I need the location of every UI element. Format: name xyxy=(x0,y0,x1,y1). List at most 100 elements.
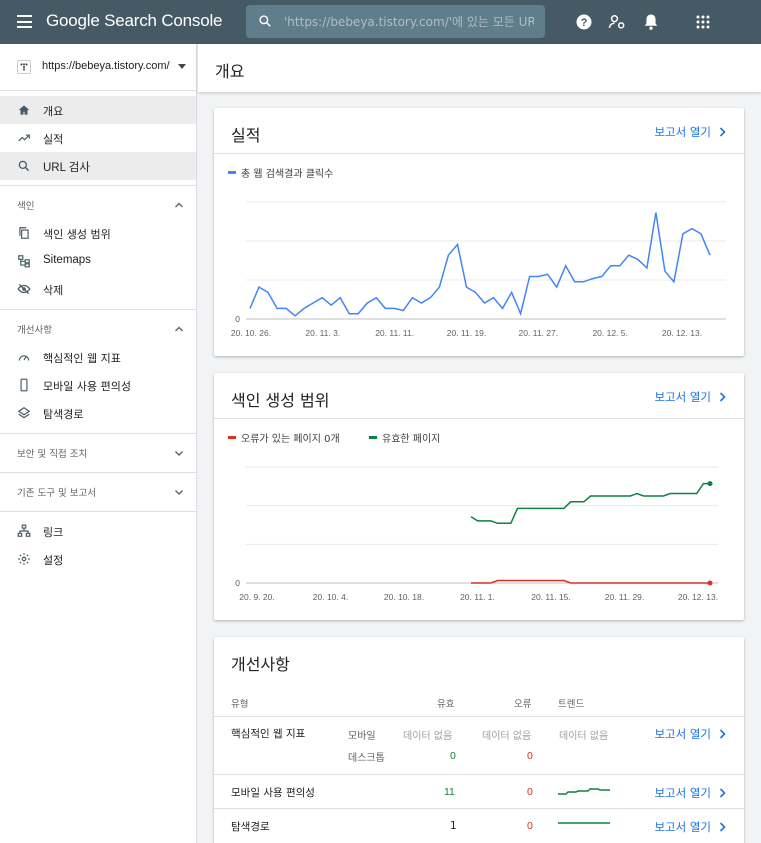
nav-coverage-label: 색인 생성 범위 xyxy=(43,228,111,241)
notifications-icon[interactable] xyxy=(641,12,661,32)
nav-url-inspection-label: URL 검사 xyxy=(43,162,90,174)
col-header-error: 오류 xyxy=(514,699,532,710)
section-index[interactable]: 색인 xyxy=(0,193,196,217)
divider xyxy=(0,185,196,186)
nav-core-web-vitals[interactable]: 핵심적인 웹 지표 xyxy=(0,343,196,371)
legend-valid[interactable]: 유효한 페이지 xyxy=(369,430,440,445)
row-valid: 1 xyxy=(450,820,457,832)
x-tick-label: 20. 10. 26. xyxy=(231,328,271,338)
layers-icon xyxy=(17,407,31,419)
search-icon xyxy=(259,15,271,27)
apps-grid-icon[interactable] xyxy=(693,12,713,32)
trend-sparkline xyxy=(558,788,610,795)
col-header-type: 유형 xyxy=(231,699,249,710)
legend-error[interactable]: 오류가 있는 페이지 0개 xyxy=(228,430,340,445)
legend-swatch xyxy=(369,436,377,439)
site-favicon xyxy=(17,60,31,74)
chevron-right-icon xyxy=(719,788,726,798)
menu-icon[interactable] xyxy=(17,15,32,28)
coverage-chart: 0 20. 9. 20. 20. 10. 4. 20. 10. 18. 20. 11. … xyxy=(235,466,718,602)
nav-mobile-usability-label: 모바일 사용 편의성 xyxy=(43,380,131,393)
col-header-valid: 유효 xyxy=(437,699,455,710)
chart-legend[interactable]: 총 웹 검색결과 클릭수 xyxy=(228,165,333,180)
section-enhancements[interactable]: 개선사항 xyxy=(0,317,196,341)
row-valid: 11 xyxy=(444,786,455,798)
row-device: 모바일 xyxy=(348,731,376,742)
nav-breadcrumbs[interactable]: 탐색경로 xyxy=(0,399,196,427)
y-tick-label: 0 xyxy=(235,314,240,324)
card-title: 개선사항 xyxy=(231,655,290,674)
chevron-right-icon xyxy=(719,822,726,832)
divider xyxy=(214,774,744,775)
x-tick-label: 20. 11. 11. xyxy=(375,328,414,338)
x-tick-label: 20. 9. 20. xyxy=(239,592,274,602)
gear-icon xyxy=(18,553,30,565)
chevron-down-icon xyxy=(175,490,183,495)
open-report-link[interactable]: 보고서 열기 xyxy=(654,819,726,835)
nav-mobile-usability[interactable]: 모바일 사용 편의성 xyxy=(0,371,196,399)
links-icon xyxy=(17,524,31,537)
divider xyxy=(0,433,196,434)
row-device: 데스크톱 xyxy=(348,753,385,764)
legend-label: 유효한 페이지 xyxy=(382,434,441,445)
nav-removals[interactable]: 삭제 xyxy=(0,275,196,303)
nav-settings[interactable]: 설정 xyxy=(0,545,196,573)
section-legacy-tools[interactable]: 기존 도구 및 보고서 xyxy=(0,480,196,504)
series-line[interactable] xyxy=(249,212,711,317)
legend-swatch xyxy=(228,436,236,439)
section-index-label: 색인 xyxy=(17,201,35,212)
legend-swatch xyxy=(228,171,236,174)
url-inspect-search[interactable] xyxy=(246,5,545,38)
divider xyxy=(214,716,744,717)
x-tick-label: 20. 11. 29. xyxy=(605,592,645,602)
row-type: 핵심적인 웹 지표 xyxy=(231,728,306,740)
section-security[interactable]: 보안 및 직접 조치 xyxy=(0,441,196,465)
property-selector[interactable]: https://bebeya.tistory.com/ xyxy=(0,44,197,91)
nav-url-inspection[interactable]: URL 검사 xyxy=(0,152,196,180)
x-tick-label: 20. 12. 5. xyxy=(592,328,627,338)
row-valid: 데이터 없음 xyxy=(403,731,453,742)
search-input[interactable] xyxy=(284,12,534,32)
nav-coverage[interactable]: 색인 생성 범위 xyxy=(0,219,196,247)
nav-overview[interactable]: 개요 xyxy=(0,96,196,124)
series-end-point xyxy=(707,580,713,586)
open-report-link[interactable]: 보고서 열기 xyxy=(654,389,726,405)
performance-chart: 0 20. 10. 26. 20. 11. 3. 20. 11. 11. 20. 11.… xyxy=(231,201,726,338)
svg-text:?: ? xyxy=(581,17,588,29)
x-tick-label: 20. 10. 4. xyxy=(313,592,348,602)
card-title: 실적 xyxy=(231,126,261,145)
sitemap-icon xyxy=(18,255,30,268)
x-tick-label: 20. 11. 15. xyxy=(531,592,571,602)
divider xyxy=(0,309,196,310)
x-tick-label: 20. 11. 19. xyxy=(447,328,487,338)
nav-sitemaps[interactable]: Sitemaps xyxy=(0,247,196,275)
open-report-link[interactable]: 보고서 열기 xyxy=(654,785,726,801)
chevron-right-icon xyxy=(719,392,726,402)
section-legacy-tools-label: 기존 도구 및 보고서 xyxy=(17,488,96,499)
page-header: 개요 xyxy=(198,44,761,92)
row-error: 데이터 없음 xyxy=(482,731,532,742)
x-tick-label: 20. 12. 13. xyxy=(662,328,702,338)
series-line[interactable] xyxy=(471,579,710,584)
chevron-up-icon xyxy=(175,326,183,332)
sidebar: https://bebeya.tistory.com/ 개요 실적 URL 검사… xyxy=(0,44,197,843)
open-report-label: 보고서 열기 xyxy=(654,786,711,800)
nav-overview-label: 개요 xyxy=(43,105,64,118)
manage-users-icon[interactable] xyxy=(607,12,627,32)
chevron-down-icon xyxy=(175,451,183,456)
chevron-right-icon xyxy=(719,729,726,739)
open-report-link[interactable]: 보고서 열기 xyxy=(654,124,726,140)
performance-card: 실적 보고서 열기 총 웹 검색결과 클릭수 0 20. 10. 26. 20. 1… xyxy=(214,108,744,356)
series-line[interactable] xyxy=(470,482,710,525)
open-report-link[interactable]: 보고서 열기 xyxy=(654,726,726,742)
open-report-label: 보고서 열기 xyxy=(654,820,711,834)
help-icon[interactable]: ? xyxy=(574,12,594,32)
row-valid: 0 xyxy=(450,750,456,762)
nav-performance[interactable]: 실적 xyxy=(0,124,196,152)
nav-links[interactable]: 링크 xyxy=(0,517,196,545)
chevron-down-icon xyxy=(178,64,186,69)
product-logo[interactable]: Google Search Console xyxy=(46,11,223,30)
row-error: 0 xyxy=(527,786,533,798)
row-type: 모바일 사용 편의성 xyxy=(231,787,315,799)
x-tick-label: 20. 11. 1. xyxy=(460,592,495,602)
